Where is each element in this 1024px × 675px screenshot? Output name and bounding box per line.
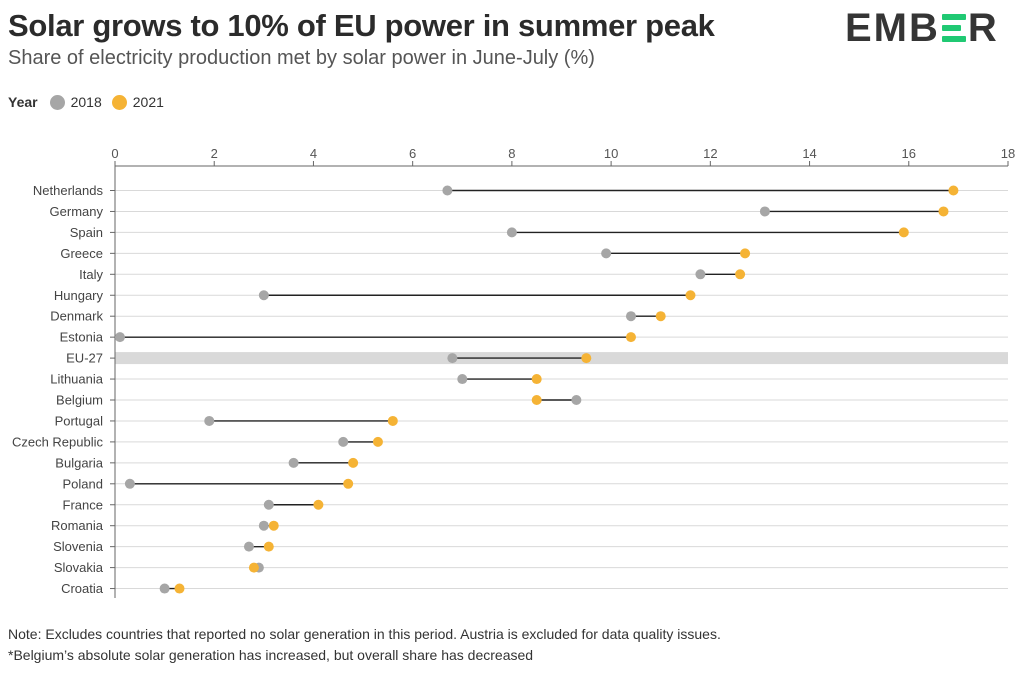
x-tick-label: 4 (310, 146, 317, 161)
category-label: Germany (50, 204, 104, 219)
point-2021 (248, 562, 259, 573)
point-2018 (159, 583, 170, 594)
category-label: Poland (63, 476, 103, 491)
point-2018 (258, 520, 269, 531)
legend-title: Year (8, 94, 38, 110)
point-2018 (625, 311, 636, 322)
x-tick-label: 2 (211, 146, 218, 161)
point-2021 (263, 541, 274, 552)
category-label: Croatia (61, 581, 104, 596)
category-label: Slovakia (54, 560, 104, 575)
point-2021 (348, 457, 359, 468)
x-tick-label: 16 (902, 146, 916, 161)
point-2021 (735, 269, 746, 280)
legend: Year 2018 2021 (8, 92, 174, 112)
x-tick-label: 10 (604, 146, 618, 161)
x-tick-label: 6 (409, 146, 416, 161)
point-2021 (531, 395, 542, 405)
point-2021 (372, 436, 383, 447)
category-label: Romania (51, 518, 104, 533)
logo-e-mark (941, 14, 966, 42)
legend-item-2021[interactable]: 2021 (111, 94, 164, 110)
legend-dot-2021 (111, 94, 127, 110)
footnotes: Note: Excludes countries that reported n… (8, 624, 721, 666)
point-2018 (447, 353, 458, 364)
x-tick-label: 12 (703, 146, 717, 161)
point-2018 (457, 374, 468, 385)
point-2018 (258, 290, 269, 301)
category-label: Hungary (54, 288, 104, 303)
point-2018 (759, 206, 770, 217)
point-2021 (343, 478, 354, 489)
point-2018 (263, 499, 274, 510)
footnote-exclusions: Note: Excludes countries that reported n… (8, 626, 721, 642)
category-label: Czech Republic (12, 434, 104, 449)
category-label: Bulgaria (55, 455, 103, 470)
point-2018 (288, 457, 299, 468)
category-label: Spain (70, 225, 103, 240)
x-tick-label: 18 (1001, 146, 1015, 161)
category-label: Denmark (50, 309, 103, 324)
point-2021 (655, 311, 666, 322)
point-2021 (948, 185, 959, 196)
x-tick-label: 0 (111, 146, 118, 161)
point-2018 (114, 332, 125, 343)
category-label: Greece (60, 246, 103, 261)
point-2021 (625, 332, 636, 343)
point-2021 (740, 248, 751, 259)
category-label: Italy (79, 267, 103, 282)
chart-subtitle: Share of electricity production met by s… (8, 47, 595, 69)
x-tick-label: 8 (508, 146, 515, 161)
category-label: France (63, 497, 103, 512)
point-2021 (268, 520, 279, 531)
point-2021 (387, 415, 398, 426)
point-2021 (581, 353, 592, 364)
point-2018 (243, 541, 254, 552)
legend-dot-2018 (49, 94, 65, 110)
point-2018 (204, 415, 215, 426)
category-label: Estonia (60, 330, 104, 345)
point-2018 (338, 436, 349, 447)
point-2021 (938, 206, 949, 217)
legend-label-2018: 2018 (70, 94, 102, 110)
footnote-belgium: *Belgium’s absolute solar generation has… (8, 647, 534, 663)
point-2018 (601, 248, 612, 259)
legend-label-2021: 2021 (132, 94, 164, 110)
point-2021 (685, 290, 696, 301)
category-label: Slovenia (53, 539, 104, 554)
point-2021 (531, 374, 542, 385)
x-tick-label: 14 (802, 146, 816, 161)
category-label: Lithuania (50, 372, 104, 387)
point-2018 (124, 478, 135, 489)
point-2018 (506, 227, 517, 238)
point-2021 (174, 583, 185, 594)
ember-logo: EMB R (845, 6, 999, 50)
category-label: Portugal (55, 413, 104, 428)
category-label: Belgium (56, 393, 103, 408)
chart-title: Solar grows to 10% of EU power in summer… (8, 8, 715, 43)
point-2021 (313, 499, 324, 510)
legend-item-2018[interactable]: 2018 (49, 94, 102, 110)
point-2018 (442, 185, 453, 196)
point-2018 (695, 269, 706, 280)
category-label: Netherlands (33, 183, 104, 198)
point-2021 (898, 227, 909, 238)
point-2018 (571, 395, 582, 405)
category-label: EU-27 (66, 351, 103, 366)
